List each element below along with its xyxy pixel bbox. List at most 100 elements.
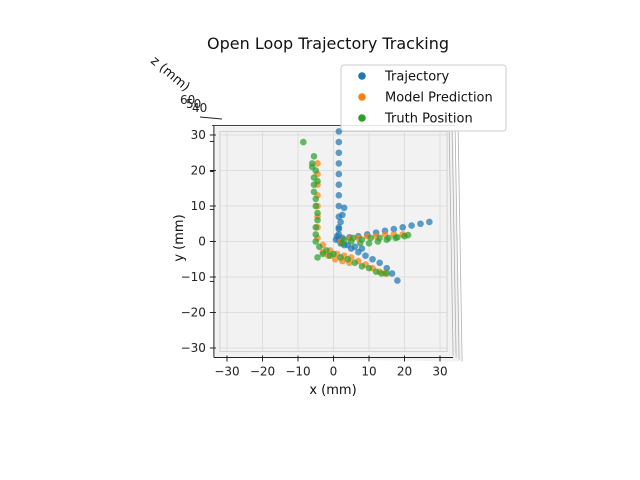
data-point — [394, 277, 401, 284]
data-point — [312, 231, 320, 238]
data-point — [312, 167, 320, 174]
data-point — [337, 254, 344, 261]
y-axis-label: y (mm) — [172, 214, 187, 261]
data-point — [358, 245, 366, 252]
z-tick-label: 40 — [192, 101, 207, 115]
data-point — [339, 211, 346, 219]
data-point — [335, 128, 343, 135]
data-point — [376, 234, 383, 242]
y-tick-label: −30 — [181, 341, 206, 355]
x-tick-label: 20 — [397, 365, 412, 379]
chart-title: Open Loop Trajectory Tracking — [207, 34, 449, 53]
legend: Trajectory Model Prediction Truth Position — [340, 64, 507, 132]
data-point — [300, 138, 307, 146]
data-point — [369, 255, 376, 263]
data-point — [383, 264, 391, 272]
data-point — [365, 239, 373, 247]
legend-marker — [358, 93, 366, 101]
x-tick-label: 0 — [330, 365, 338, 379]
pane-depth-line — [451, 127, 457, 358]
x-tick-label: −10 — [285, 365, 310, 379]
data-point — [335, 202, 343, 210]
legend-label: Model Prediction — [385, 91, 493, 106]
pane-depth-line — [448, 127, 454, 356]
y-tick-label: 20 — [191, 164, 206, 178]
x-axis: −30 −20 −10 0 10 20 30 — [213, 355, 454, 379]
data-point — [331, 255, 339, 263]
data-point — [388, 270, 396, 277]
y-axis: 30 20 10 0 −10 −20 −30 — [181, 125, 216, 358]
data-point — [340, 236, 348, 244]
x-tick-label: −30 — [214, 365, 239, 379]
data-point — [319, 250, 327, 258]
y-tick-label: 30 — [191, 128, 206, 142]
legend-label: Truth Position — [384, 112, 473, 127]
pane-depth-line — [454, 127, 460, 360]
x-tick-label: 10 — [361, 365, 376, 379]
data-point — [335, 138, 343, 146]
data-point — [335, 149, 343, 157]
pane-depth-line — [457, 127, 463, 362]
data-point — [344, 255, 352, 263]
z-tick-label: 60 — [180, 93, 195, 107]
data-points — [300, 128, 433, 284]
data-point — [378, 270, 385, 277]
data-point — [365, 264, 373, 272]
data-point — [394, 233, 401, 241]
data-point — [340, 204, 348, 212]
data-point — [314, 160, 321, 167]
data-point — [408, 222, 415, 229]
x-axis-label: x (mm) — [309, 383, 356, 398]
data-point — [362, 252, 369, 259]
data-point — [308, 160, 316, 167]
data-point — [316, 243, 323, 251]
data-point — [335, 181, 343, 188]
data-point — [426, 218, 433, 226]
legend-box — [340, 64, 507, 132]
data-point — [372, 268, 380, 275]
data-point — [312, 224, 320, 231]
data-point — [358, 236, 366, 244]
x-tick-label: −20 — [250, 365, 275, 379]
data-point — [349, 234, 357, 242]
data-point — [335, 170, 343, 178]
data-point — [314, 216, 321, 224]
data-point — [312, 195, 320, 203]
series-truth-position — [300, 138, 412, 277]
legend-marker — [358, 114, 366, 122]
data-point — [376, 259, 383, 267]
y-tick-label: 10 — [191, 199, 206, 213]
data-point — [367, 234, 375, 242]
z-tick-label: 50 — [186, 97, 201, 111]
data-point — [310, 188, 318, 196]
data-point — [399, 224, 407, 231]
z-axis-stub — [199, 116, 223, 120]
data-point — [351, 243, 359, 251]
x-tick-label: 30 — [432, 365, 447, 379]
data-point — [383, 270, 391, 277]
data-point — [312, 238, 320, 245]
data-point — [326, 252, 334, 259]
legend-marker — [358, 72, 366, 80]
data-point — [390, 225, 398, 233]
data-point — [335, 160, 343, 167]
data-point — [385, 234, 392, 242]
data-point — [337, 218, 344, 226]
data-point — [335, 192, 343, 199]
data-point — [351, 259, 359, 267]
y-tick-label: 0 — [198, 235, 206, 249]
data-point — [314, 254, 321, 261]
data-point — [310, 153, 318, 160]
data-point — [314, 177, 321, 185]
data-point — [335, 225, 343, 233]
y-tick-label: −20 — [181, 306, 206, 320]
data-point — [358, 263, 366, 270]
legend-label: Trajectory — [384, 70, 449, 85]
y-tick-label: −10 — [181, 270, 206, 284]
data-point — [417, 220, 424, 228]
data-point — [312, 202, 320, 210]
data-point — [404, 231, 412, 239]
data-point — [314, 209, 321, 217]
